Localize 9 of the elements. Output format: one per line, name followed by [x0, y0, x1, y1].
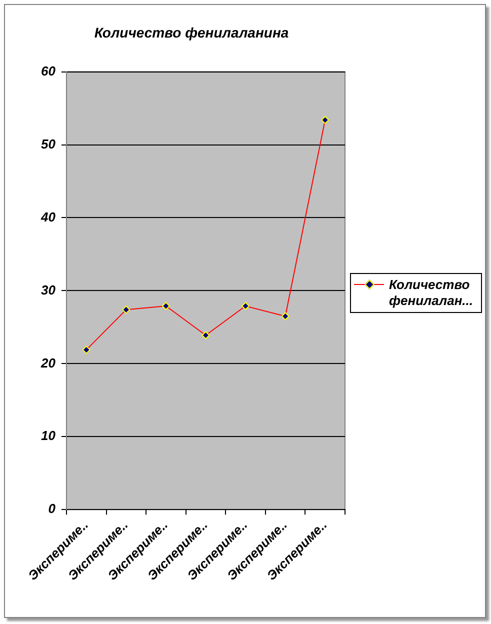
y-tick-label: 40	[40, 209, 56, 224]
y-tick-label: 50	[40, 136, 56, 152]
y-tick-label: 60	[40, 63, 56, 78]
y-tick-label: 20	[40, 355, 56, 370]
chart-title: Количество фенилаланина	[94, 24, 289, 40]
y-tick-label: 30	[40, 282, 56, 298]
legend-label: Количество фенилалан...	[389, 277, 474, 309]
y-tick-label: 10	[40, 428, 56, 444]
y-tick-label: 0	[48, 501, 56, 516]
